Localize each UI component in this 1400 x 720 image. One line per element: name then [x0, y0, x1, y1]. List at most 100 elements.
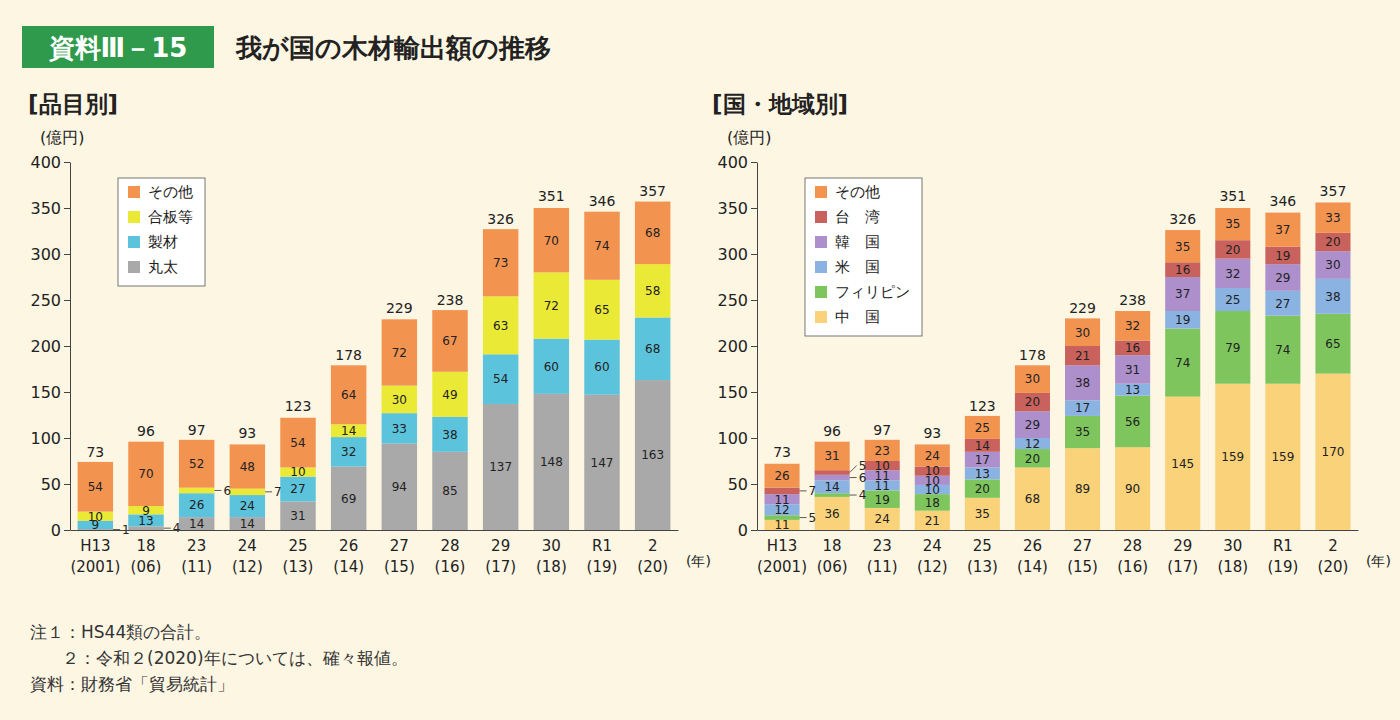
data-label: 38 — [1325, 290, 1340, 304]
legend-label: フィリピン — [835, 283, 910, 301]
y-tick: 250 — [717, 291, 757, 310]
y-tick-label: 300 — [717, 245, 748, 264]
y-tick-mark — [751, 254, 757, 255]
y-tick-label: 400 — [717, 153, 748, 172]
bars — [78, 202, 671, 530]
x-tick-label-line: (14) — [333, 558, 364, 576]
bar-segment — [382, 413, 417, 443]
y-tick: 50 — [728, 475, 757, 494]
bar-segment — [1165, 329, 1200, 397]
y-tick-mark — [64, 346, 70, 347]
bar-segment — [534, 394, 569, 530]
legend-label: その他 — [148, 183, 193, 201]
data-label: 23 — [875, 444, 890, 458]
bar-segment — [915, 511, 950, 530]
chart-title: [品目別] — [28, 91, 118, 117]
x-tick-label-line: H13 — [767, 537, 797, 555]
data-label: 26 — [189, 498, 204, 512]
data-label: 19 — [1175, 313, 1190, 327]
data-label: 24 — [875, 512, 890, 526]
data-label: 31 — [1125, 363, 1140, 377]
total-label: 229 — [386, 300, 413, 316]
data-label: 170 — [1322, 445, 1345, 459]
bar-segment — [1115, 355, 1150, 384]
bar-segment — [230, 444, 265, 488]
x-tick: 27(15) — [1067, 530, 1098, 576]
data-label: 26 — [774, 469, 789, 483]
x-tick: R1(19) — [1267, 530, 1298, 576]
x-tick: 26(14) — [333, 530, 364, 576]
data-label: 38 — [1075, 376, 1090, 390]
bar-segment — [915, 444, 950, 466]
x-tick: H13(2001) — [70, 530, 120, 576]
legend-label: その他 — [835, 183, 880, 201]
x-axis-line — [71, 530, 679, 531]
data-label: 6 — [223, 484, 231, 498]
labels: 9105417313970496142652697142448793312710… — [86, 183, 666, 537]
data-label: 32 — [1125, 319, 1140, 333]
bar-segment — [584, 395, 619, 530]
x-tick-label-line: (12) — [917, 558, 948, 576]
leader-line — [850, 466, 857, 473]
y-tick-label: 100 — [717, 429, 748, 448]
x-tick: 18(06) — [131, 530, 162, 576]
x-tick-label-line: (11) — [181, 558, 212, 576]
y-tick: 50 — [41, 475, 70, 494]
bar-segment — [1115, 447, 1150, 530]
x-tick-label: 25(13) — [283, 537, 314, 576]
data-label: 24 — [240, 499, 255, 513]
x-axis: H13(2001) 18(06) 23(11) 24(12) 25(13) 26(14) 2… — [70, 530, 678, 576]
bar-segment — [865, 508, 900, 530]
total-label: 238 — [437, 292, 464, 308]
x-tick-label-line: (18) — [1217, 558, 1248, 576]
bar-segment — [1315, 202, 1350, 232]
y-tick-label: 250 — [30, 291, 61, 310]
x-tick-label-line: (15) — [1067, 558, 1098, 576]
bar-segment — [815, 480, 850, 493]
bar-segment — [1165, 262, 1200, 277]
bar-segment — [865, 440, 900, 461]
data-label: 10 — [290, 465, 305, 479]
data-label: 27 — [1275, 297, 1290, 311]
bar-segment — [965, 416, 1000, 439]
data-label: 20 — [1025, 452, 1040, 466]
data-label: 35 — [1225, 217, 1240, 231]
x-tick-label: 23(11) — [867, 537, 898, 576]
badge-box — [22, 26, 214, 68]
data-label: 54 — [290, 436, 305, 450]
data-label: 68 — [645, 226, 660, 240]
data-label: 33 — [1325, 211, 1340, 225]
y-tick-label: 300 — [30, 245, 61, 264]
bar-segment — [635, 264, 670, 317]
x-tick: H13(2001) — [757, 530, 807, 576]
x-tick-label: 28(16) — [1117, 537, 1148, 576]
y-tick-mark — [64, 300, 70, 301]
data-label: 20 — [1225, 243, 1240, 257]
y-tick-mark — [64, 438, 70, 439]
y-tick-label: 150 — [717, 383, 748, 402]
total-label: 357 — [639, 183, 666, 199]
data-label: 14 — [240, 517, 255, 531]
y-tick-label: 250 — [717, 291, 748, 310]
x-tick-label: 23(11) — [181, 537, 212, 576]
x-tick-label-line: 29 — [1173, 537, 1192, 555]
total-label: 93 — [923, 425, 941, 441]
bar-segment — [331, 365, 366, 424]
data-label: 159 — [1271, 450, 1294, 464]
y-tick-mark — [751, 438, 757, 439]
legend: その他合板等製材丸太 — [118, 178, 205, 286]
legend-swatch — [815, 211, 827, 223]
x-tick-label-line: 27 — [390, 537, 409, 555]
total-label: 97 — [188, 422, 206, 438]
total-label: 73 — [773, 444, 791, 460]
legend-swatch — [815, 236, 827, 248]
background — [0, 0, 1400, 720]
data-label: 12 — [1025, 437, 1040, 451]
data-label: 37 — [1175, 287, 1190, 301]
chart-title: [国・地域別] — [712, 91, 848, 117]
data-label: 29 — [1025, 418, 1040, 432]
x-tick: 24(12) — [232, 530, 263, 576]
data-label: 72 — [392, 346, 407, 360]
data-label: 52 — [189, 457, 204, 471]
bar-segment — [965, 439, 1000, 452]
